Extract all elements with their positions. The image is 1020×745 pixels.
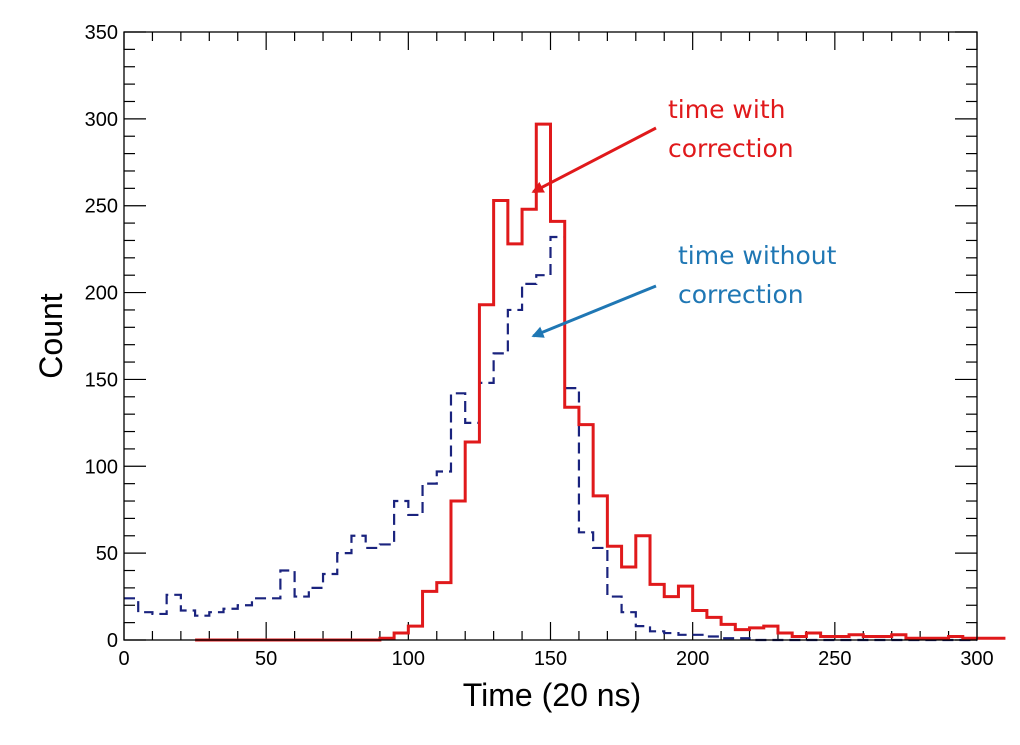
x-tick-label: 50: [255, 648, 277, 670]
annotation-without-correction-line2: correction: [678, 280, 804, 309]
y-tick-label: 50: [96, 543, 118, 565]
annotation-without-correction-arrow: [531, 284, 657, 338]
annotation-without-correction-line1: time without: [678, 241, 837, 270]
y-tick-label: 300: [85, 109, 118, 131]
x-tick-label: 250: [818, 648, 851, 670]
plot-frame: [123, 31, 978, 641]
annotation-with-correction-line2: correction: [668, 134, 794, 163]
y-tick-label: 350: [85, 22, 118, 44]
y-tick-label: 100: [85, 456, 118, 478]
x-axis-title: Time (20 ns): [463, 677, 641, 713]
x-tick-label: 300: [960, 648, 993, 670]
annotation-with-correction-arrow: [531, 126, 657, 194]
series-time-without-correction: [124, 235, 977, 642]
y-tick-label: 150: [85, 369, 118, 391]
axis-ticks: [123, 31, 978, 641]
x-tick-labels: 0 50 100 150 200 250 300: [118, 648, 993, 670]
x-tick-label: 0: [118, 648, 129, 670]
y-tick-label: 0: [107, 630, 118, 652]
y-tick-labels: 0 50 100 150 200 250 300 350: [85, 22, 118, 652]
y-axis-title: Count: [33, 293, 69, 379]
x-tick-label: 100: [392, 648, 425, 670]
annotation-with-correction-line1: time with: [668, 95, 785, 124]
y-tick-label: 200: [85, 283, 118, 305]
y-tick-label: 250: [85, 196, 118, 218]
series-time-with-correction: [195, 122, 1006, 642]
x-tick-label: 150: [534, 648, 567, 670]
x-tick-label: 200: [676, 648, 709, 670]
